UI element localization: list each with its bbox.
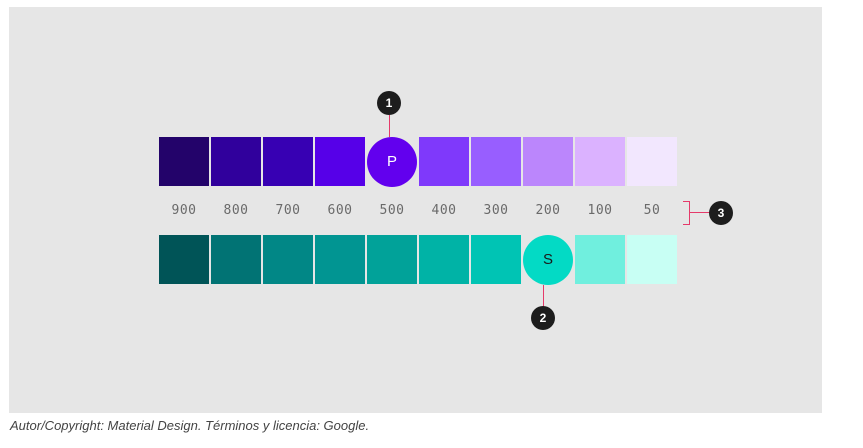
- primary-swatch-700: [263, 137, 313, 186]
- shade-label-400: 400: [431, 203, 457, 218]
- diagram-panel: [9, 7, 822, 413]
- primary-swatch-50: [627, 137, 677, 186]
- primary-swatch-600: [315, 137, 365, 186]
- shade-label-100: 100: [587, 203, 613, 218]
- secondary-palette-row: S: [159, 234, 677, 285]
- primary-key-color-circle: P: [367, 136, 417, 187]
- marker-3-bracket-side: [689, 201, 690, 225]
- shade-label-500: 500: [379, 203, 405, 218]
- primary-key-color-letter: P: [386, 153, 397, 170]
- primary-swatch-100: [575, 137, 625, 186]
- image-caption: Autor/Copyright: Material Design. Términ…: [10, 418, 370, 433]
- secondary-swatch-500: [367, 235, 417, 284]
- secondary-key-color-circle: S: [523, 234, 573, 285]
- shade-labels-row: 900 800 700 600 500 400 300 200 100 50: [159, 203, 677, 218]
- secondary-swatch-400: [419, 235, 469, 284]
- marker-2-label: 2: [539, 311, 547, 325]
- secondary-swatch-800: [211, 235, 261, 284]
- secondary-swatch-900: [159, 235, 209, 284]
- marker-3-bracket-top: [683, 201, 690, 202]
- shade-label-700: 700: [275, 203, 301, 218]
- marker-2-badge: 2: [531, 306, 555, 330]
- shade-label-300: 300: [483, 203, 509, 218]
- primary-swatch-300: [471, 137, 521, 186]
- shade-label-600: 600: [327, 203, 353, 218]
- primary-swatch-500: P: [367, 136, 417, 187]
- marker-2-connector: [543, 285, 544, 307]
- marker-1-label: 1: [385, 96, 393, 110]
- shade-label-50: 50: [643, 203, 661, 218]
- shade-label-800: 800: [223, 203, 249, 218]
- primary-palette-row: P: [159, 136, 677, 187]
- marker-1-connector: [389, 115, 390, 137]
- secondary-swatch-600: [315, 235, 365, 284]
- secondary-swatch-50: [627, 235, 677, 284]
- secondary-swatch-300: [471, 235, 521, 284]
- primary-swatch-200: [523, 137, 573, 186]
- primary-swatch-900: [159, 137, 209, 186]
- secondary-swatch-700: [263, 235, 313, 284]
- primary-swatch-800: [211, 137, 261, 186]
- primary-swatch-400: [419, 137, 469, 186]
- marker-3-badge: 3: [709, 201, 733, 225]
- marker-3-label: 3: [717, 206, 725, 220]
- marker-3-bracket-bottom: [683, 224, 690, 225]
- secondary-swatch-200: S: [523, 234, 573, 285]
- marker-1-badge: 1: [377, 91, 401, 115]
- shade-label-200: 200: [535, 203, 561, 218]
- secondary-swatch-100: [575, 235, 625, 284]
- marker-3-connector: [689, 212, 711, 213]
- shade-label-900: 900: [171, 203, 197, 218]
- secondary-key-color-letter: S: [542, 251, 553, 268]
